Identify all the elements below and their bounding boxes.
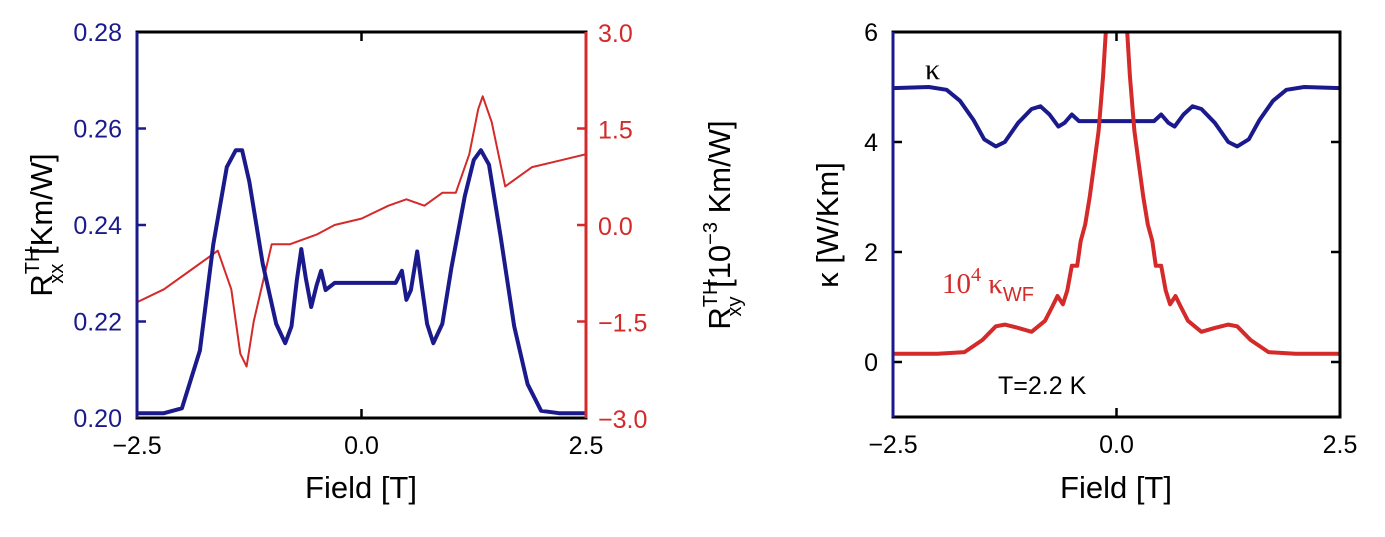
right-y-tick-label: −3.0 — [598, 406, 647, 434]
left-y-axis-title: RTH xx [Km/W] — [22, 153, 68, 296]
left-chart: −2.5 0.0 2.5 0.20 0.22 0.24 0.26 0.28 −3.0 −1.5 0.… — [22, 19, 746, 505]
kappa-y-tick-label: 6 — [864, 19, 878, 47]
right-x-tick-label: −2.5 — [868, 431, 917, 459]
left-y-tick-label: 0.24 — [73, 212, 122, 240]
kwf-series-label: 104 κWF — [942, 264, 1034, 306]
right-x-tick-label: 2.5 — [1323, 431, 1358, 459]
right-y-tick-label: 1.5 — [598, 117, 633, 145]
right-panel-y-axis-title: κ [W/Km] — [810, 162, 845, 288]
left-plot-frame — [135, 30, 588, 420]
kappa-y-tick-label: 0 — [864, 349, 878, 377]
temperature-label: T=2.2 K — [998, 372, 1087, 400]
right-y-tick-label: 3.0 — [598, 20, 633, 48]
left-y-tick-label: 0.26 — [73, 116, 122, 144]
right-x-tick-label: 0.0 — [1099, 431, 1134, 459]
left-y-tick-label: 0.22 — [73, 309, 122, 337]
right-plot-frame — [891, 30, 1342, 419]
left-x-tick-label: −2.5 — [112, 432, 161, 460]
right-y-tick-label: −1.5 — [598, 310, 647, 338]
left-y-tick-label: 0.28 — [73, 19, 122, 47]
kappa-y-tick-label: 4 — [864, 129, 878, 157]
right-y-tick-label: 0.0 — [598, 213, 633, 241]
right-y-axis-title: RTH xy [10−3 Km/W] — [700, 120, 746, 329]
kappa-series-line — [893, 85, 1340, 149]
kwf-series-line — [893, 32, 1340, 356]
kappa-series-label: κ — [925, 53, 940, 86]
rxx-series-line — [137, 148, 586, 416]
rxy-series-line — [137, 95, 586, 368]
left-x-axis-title: Field [T] — [305, 470, 417, 505]
right-chart: −2.5 0.0 2.5 0 2 4 6 Field [T] κ [W/Km] κ 104 … — [810, 19, 1358, 505]
left-x-tick-label: 0.0 — [344, 432, 379, 460]
left-x-tick-label: 2.5 — [569, 432, 604, 460]
left-y-tick-label: 0.20 — [73, 405, 122, 433]
kappa-y-tick-label: 2 — [864, 239, 878, 267]
right-x-axis-title: Field [T] — [1060, 470, 1172, 505]
